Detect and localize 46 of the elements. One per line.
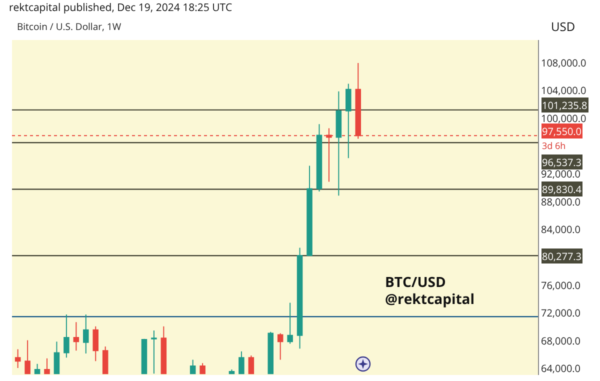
candlestick <box>73 322 80 352</box>
candlestick <box>346 83 352 159</box>
candlestick <box>54 341 60 374</box>
candlestick <box>200 362 206 374</box>
candlestick <box>268 331 274 374</box>
candlestick <box>248 355 254 374</box>
candlestick <box>306 165 312 256</box>
y-tick-label: 100,000.0 <box>541 111 587 126</box>
candlestick <box>238 350 244 374</box>
candlestick <box>34 363 40 374</box>
y-tick-label: 88,000.0 <box>541 194 581 208</box>
candlestick <box>316 124 322 192</box>
text: rektcapital published, Dec 19, 2024 18:25 UTC <box>9 1 233 15</box>
candlestick <box>141 338 148 374</box>
candlestick <box>336 90 342 196</box>
candlestick <box>160 326 167 374</box>
text: 3d 6h <box>542 139 566 152</box>
chart-title: Bitcoin / U.S. Dollar, 1W <box>17 20 122 33</box>
ref-line-label: 80,277.3 <box>542 249 582 263</box>
candlestick <box>92 326 98 362</box>
y-axis-title: USD <box>551 18 576 35</box>
candlestick <box>151 330 157 374</box>
ref-line-label: 89,830.4 <box>542 182 582 196</box>
ref-line-label: 97,550.0 <box>542 124 582 138</box>
y-tick-label: 72,000.0 <box>541 306 581 320</box>
ref-line-label: 96,537.3 <box>542 155 582 169</box>
y-tick-label: 64,000.0 <box>541 361 581 376</box>
ref-line-label: 101,235.8 <box>542 98 588 112</box>
y-tick-label: 92,000.0 <box>541 166 581 181</box>
candlestick <box>24 340 30 374</box>
candlestick <box>64 314 70 358</box>
candlestick <box>44 358 50 374</box>
y-tick-label: 76,000.0 <box>541 278 581 292</box>
candlestick <box>14 348 21 369</box>
y-tick-label: 108,000.0 <box>541 55 587 70</box>
candlestick <box>102 346 108 374</box>
y-tick-label: 68,000.0 <box>541 333 581 348</box>
candlestick <box>287 302 293 344</box>
candlestick <box>277 332 284 360</box>
annotation: @rektcapital <box>385 290 475 309</box>
y-tick-label: 84,000.0 <box>541 222 581 236</box>
annotation: BTC/USD <box>385 273 446 292</box>
candlestick <box>190 359 196 374</box>
y-tick-label: 104,000.0 <box>541 83 587 98</box>
candlestick <box>296 247 303 350</box>
candlestick <box>83 314 89 354</box>
